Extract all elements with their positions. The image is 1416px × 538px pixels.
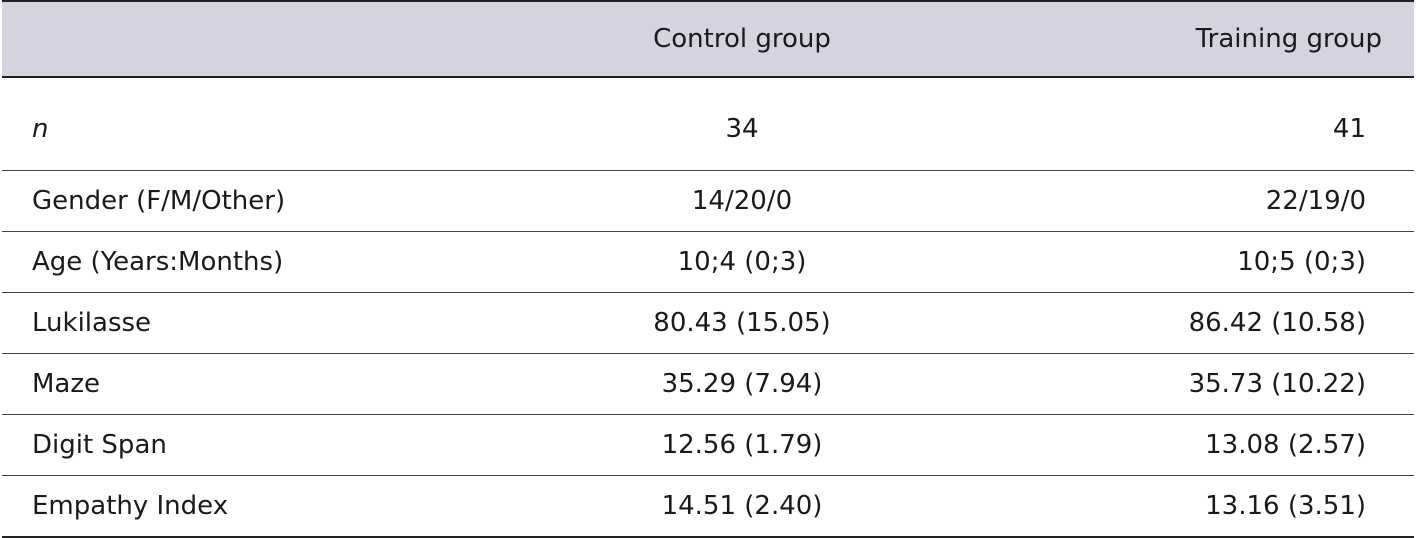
table-row: Maze 35.29 (7.94) 35.73 (10.22) <box>2 353 1414 415</box>
header-row: Control group Training group <box>2 1 1414 77</box>
header-control-group: Control group <box>653 24 831 54</box>
table-row: n 34 41 <box>2 77 1414 171</box>
control-value: 14.51 (2.40) <box>562 475 922 538</box>
control-value: 14/20/0 <box>562 170 922 232</box>
table-header: Control group Training group <box>2 1 1414 77</box>
control-value: 34 <box>562 77 922 171</box>
training-value: 13.16 (3.51) <box>922 475 1414 538</box>
table-row: Lukilasse 80.43 (15.05) 86.42 (10.58) <box>2 292 1414 354</box>
training-value: 10;5 (0;3) <box>922 231 1414 293</box>
training-value: 86.42 (10.58) <box>922 292 1414 354</box>
table-body: n 34 41 Gender (F/M/Other) 14/20/0 22/19… <box>2 77 1414 538</box>
header-training-group: Training group <box>1195 24 1382 54</box>
table-row: Gender (F/M/Other) 14/20/0 22/19/0 <box>2 170 1414 232</box>
row-label: Digit Span <box>2 414 562 476</box>
control-value: 35.29 (7.94) <box>562 353 922 415</box>
table-row: Age (Years:Months) 10;4 (0;3) 10;5 (0;3) <box>2 231 1414 293</box>
control-value: 80.43 (15.05) <box>562 292 922 354</box>
control-value: 10;4 (0;3) <box>562 231 922 293</box>
row-label: n <box>2 77 562 171</box>
row-label: Maze <box>2 353 562 415</box>
training-value: 13.08 (2.57) <box>922 414 1414 476</box>
row-label: Gender (F/M/Other) <box>2 170 562 232</box>
training-value: 22/19/0 <box>922 170 1414 232</box>
row-label: Lukilasse <box>2 292 562 354</box>
row-label: Age (Years:Months) <box>2 231 562 293</box>
training-value: 35.73 (10.22) <box>922 353 1414 415</box>
header-empty <box>2 1 562 77</box>
table-row: Empathy Index 14.51 (2.40) 13.16 (3.51) <box>2 475 1414 538</box>
table-row: Digit Span 12.56 (1.79) 13.08 (2.57) <box>2 414 1414 476</box>
control-value: 12.56 (1.79) <box>562 414 922 476</box>
training-value: 41 <box>922 77 1414 171</box>
row-label: Empathy Index <box>2 475 562 538</box>
